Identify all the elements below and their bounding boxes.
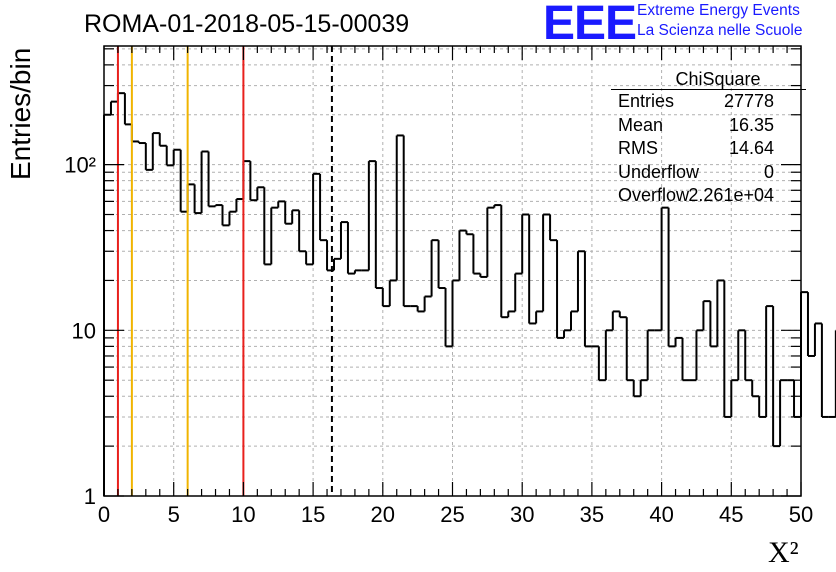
- stats-key: Underflow: [618, 161, 700, 182]
- x-tick-label: 5: [168, 502, 180, 527]
- x-tick-label: 10: [231, 502, 255, 527]
- y-tick-label: 1: [84, 484, 96, 509]
- x-tick-label: 15: [301, 502, 325, 527]
- x-axis-label: X²: [768, 536, 799, 569]
- stats-row: Mean 16.35: [611, 114, 807, 138]
- stats-value: 27778: [723, 91, 774, 111]
- y-axis-label: Entries/bin: [5, 47, 36, 180]
- stats-name: ChiSquare: [675, 69, 761, 89]
- stats-value: 2.261e+04: [688, 185, 774, 205]
- stats-box: ChiSquare Entries 27778 Mean 16.35 RMS 1…: [611, 68, 807, 208]
- x-tick-label: 20: [371, 502, 395, 527]
- stats-row: Underflow 0: [611, 161, 807, 185]
- axes: [103, 45, 802, 497]
- y-tick-label: 10: [72, 318, 96, 343]
- stats-value: 0: [763, 161, 774, 182]
- logo-line-2: La Scienza nelle Scuole: [637, 22, 803, 39]
- eee-logo: EEE: [543, 0, 637, 50]
- stats-row: Entries 27778: [611, 90, 807, 114]
- stats-key: Mean: [618, 114, 664, 135]
- reference-lines: [116, 46, 333, 496]
- y-tick-label: 10²: [64, 153, 96, 178]
- x-tick-label: 50: [789, 502, 813, 527]
- stats-value: 14.64: [728, 138, 774, 158]
- stats-row: Overflow 2.261e+04: [611, 184, 807, 208]
- stats-divider: [611, 89, 806, 90]
- x-tick-label: 0: [98, 502, 110, 527]
- logo-line-1: Extreme Energy Events: [637, 2, 800, 19]
- stats-row: RMS 14.64: [611, 137, 807, 161]
- stats-key: Overflow: [618, 185, 690, 205]
- x-tick-label: 40: [649, 502, 673, 527]
- tick-labels: 0 5 10 15 20 25 30 35 40 45 50 1 10 10²: [64, 153, 813, 527]
- stats-key: RMS: [618, 138, 658, 158]
- stats-value: 16.35: [728, 114, 774, 135]
- x-tick-label: 45: [719, 502, 743, 527]
- x-tick-label: 35: [580, 502, 604, 527]
- x-tick-label: 25: [440, 502, 464, 527]
- stats-key: Entries: [618, 91, 675, 111]
- plot-title: ROMA-01-2018-05-15-00039: [84, 10, 410, 38]
- x-tick-label: 30: [510, 502, 534, 527]
